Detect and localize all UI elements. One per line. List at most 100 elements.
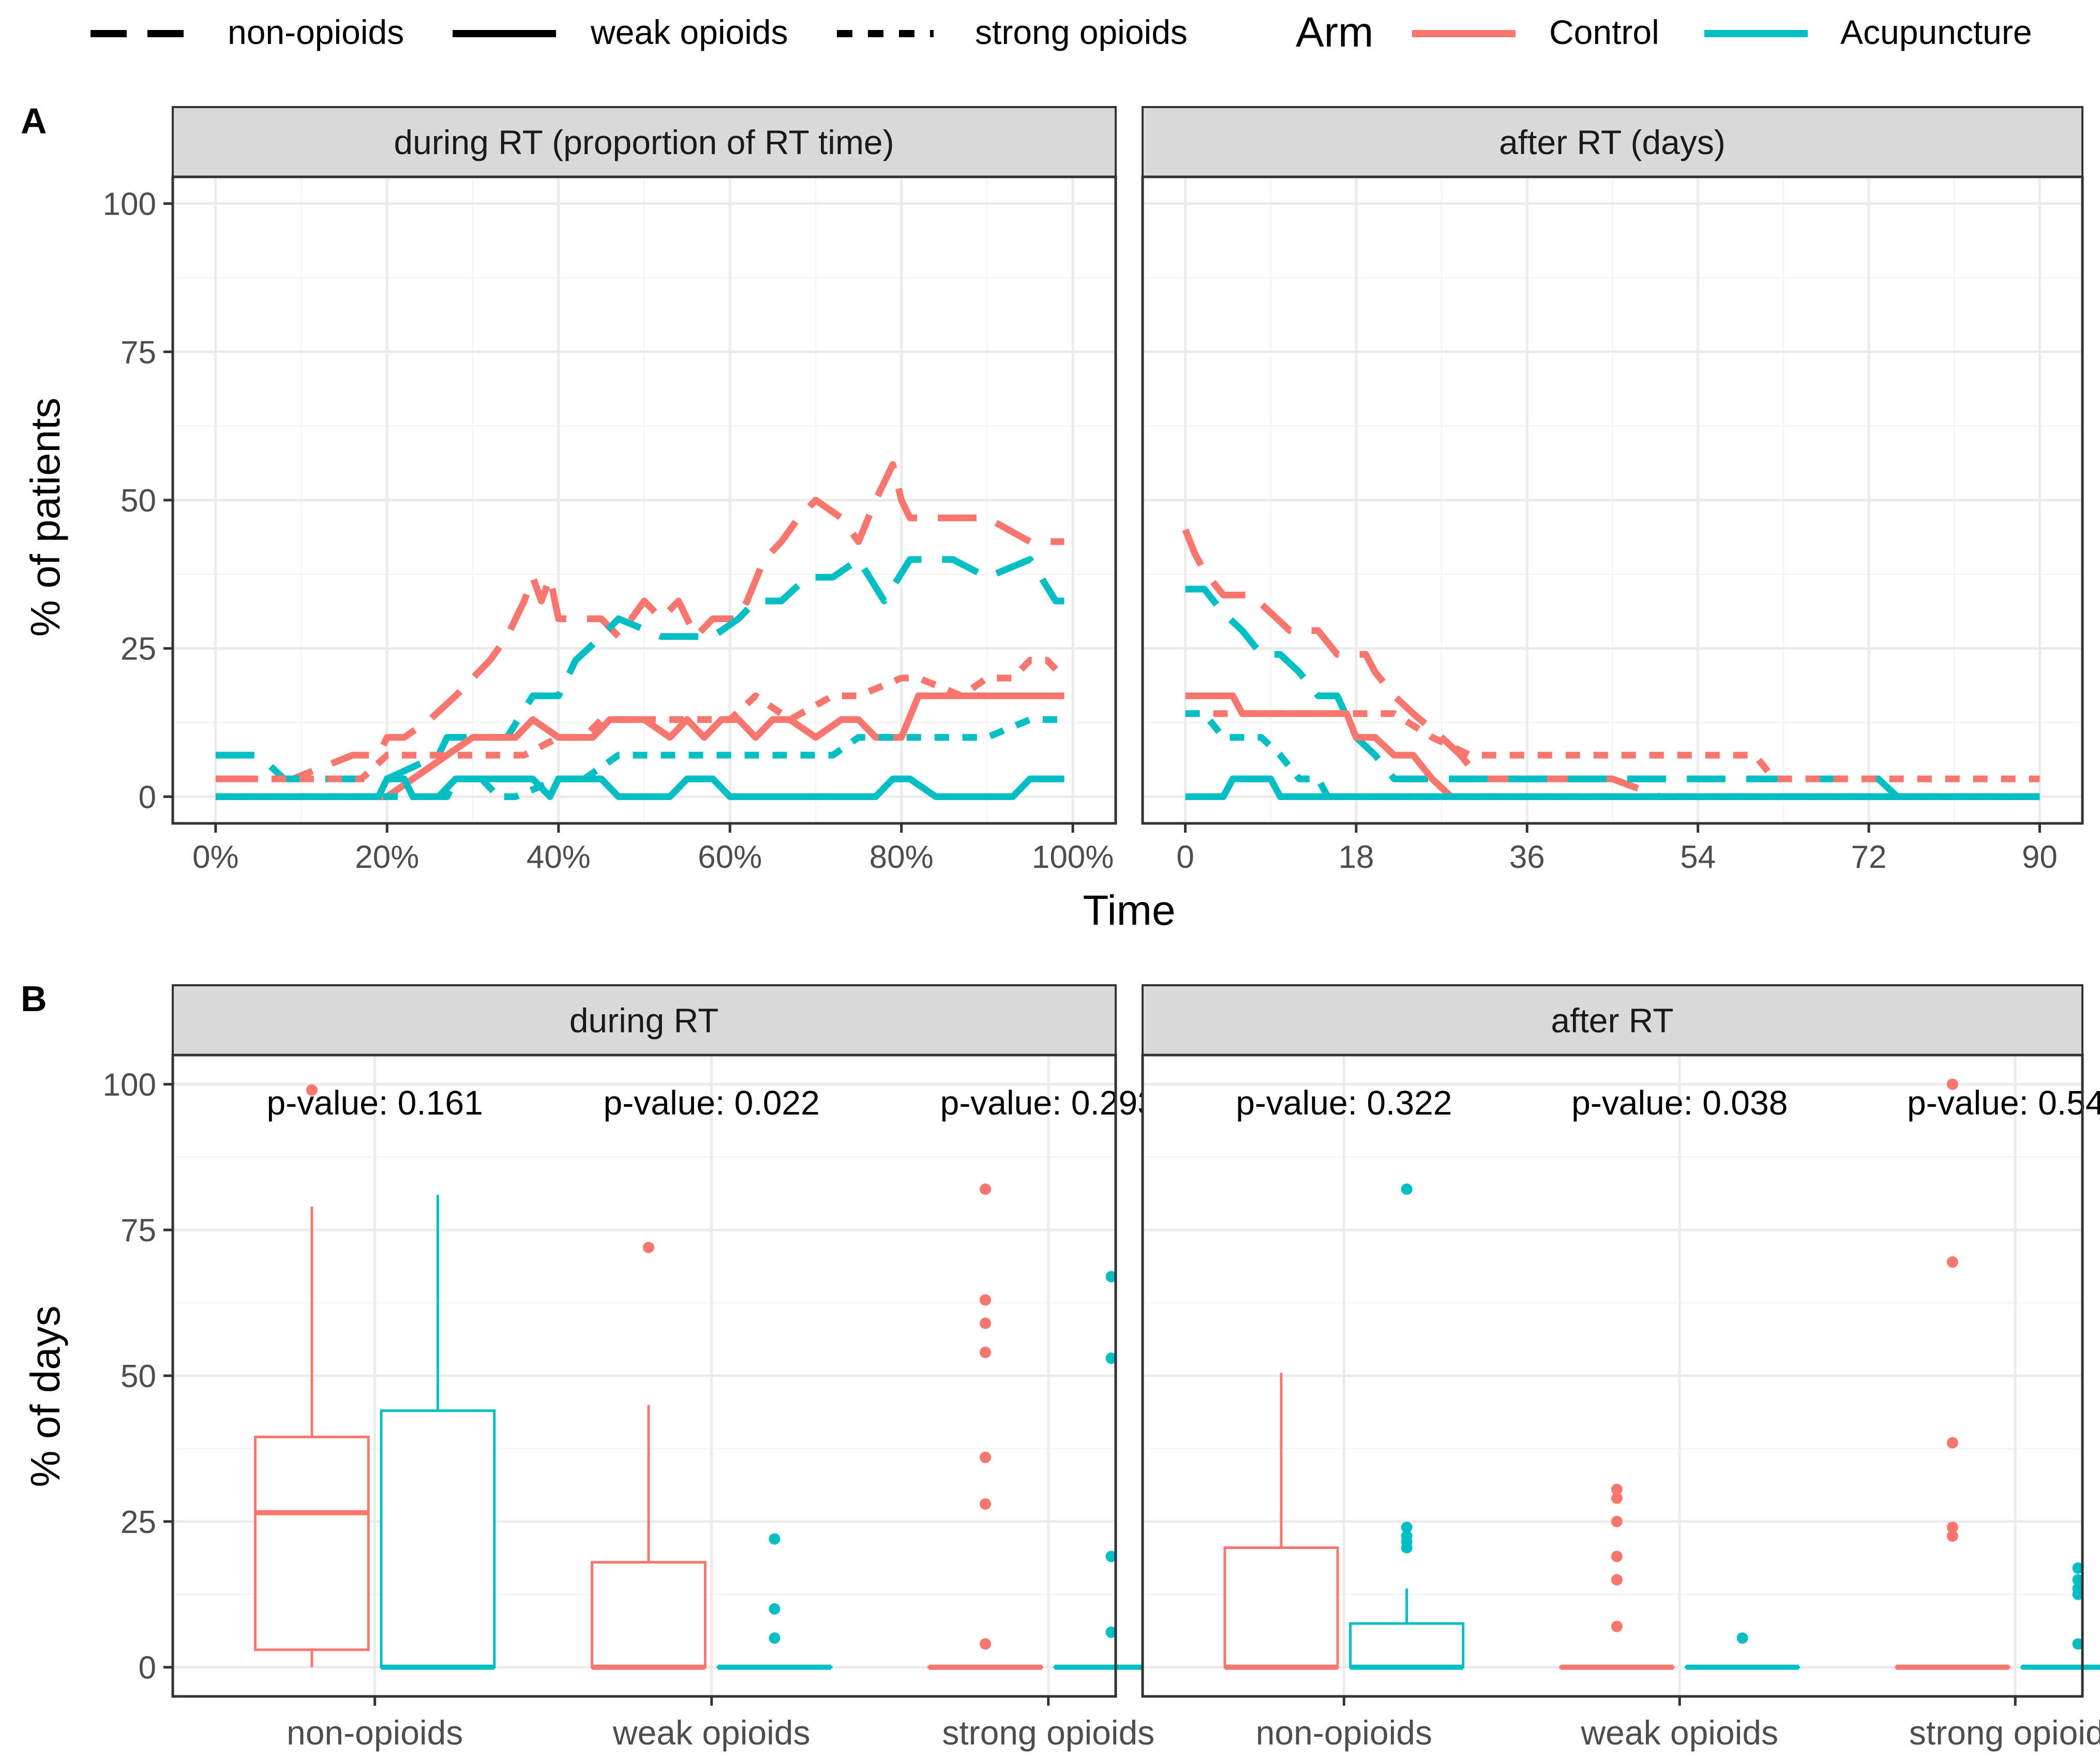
x-tick-label: 60% [698, 839, 762, 875]
outlier-point [1401, 1183, 1413, 1195]
outlier-point [2072, 1562, 2084, 1574]
x-tick-label: 0% [192, 839, 239, 875]
outlier-point [1105, 1352, 1117, 1364]
box-weak-opioids-control [591, 1242, 707, 1670]
series-line-control-strong-opioids [1185, 710, 2040, 783]
outlier-point [1611, 1551, 1623, 1562]
p-values-b-after: p-value: 0.322 p-value: 0.038 p-value: 0.5… [1236, 1084, 2100, 1122]
p-value-non-opioids: p-value: 0.322 [1236, 1084, 1452, 1122]
outlier-point [2072, 1574, 2084, 1586]
box-non-opioids-acupuncture [1349, 1183, 1465, 1670]
box-iqr [380, 1409, 496, 1669]
strip-title-a-after: after RT (days) [1499, 123, 1726, 161]
x-tick-label: 72 [1851, 839, 1887, 875]
series-a-after [1182, 528, 2040, 800]
outlier-point [1105, 1551, 1117, 1562]
legend-label-control: Control [1549, 13, 1659, 51]
outlier-point [980, 1317, 992, 1329]
series-line-acupuncture-strong-opioids [1185, 710, 2040, 800]
x-axis-a-during: 0% 20% 40% 60% 80% 100% [192, 823, 1114, 875]
outlier-point [2072, 1638, 2084, 1650]
p-value-strong-opioids: p-value: 0.293 [940, 1084, 1157, 1122]
outlier-point [769, 1533, 781, 1545]
box-weak-opioids-acupuncture [716, 1533, 833, 1670]
outlier-point [1736, 1632, 1748, 1644]
outlier-point [1611, 1574, 1623, 1586]
outlier-point [2072, 1583, 2084, 1594]
box-non-opioids-acupuncture [380, 1195, 496, 1670]
panel-border-b-after [1141, 1054, 2084, 1698]
outlier-point [1105, 1271, 1117, 1283]
legend: non-opioids weak opioids strong opioids … [91, 9, 2032, 56]
outlier-point [1946, 1530, 1958, 1542]
box-iqr [591, 1561, 707, 1669]
p-value-weak-opioids: p-value: 0.022 [604, 1084, 820, 1122]
series-line-acupuncture-non-opioids [215, 556, 1064, 783]
box-iqr [254, 1435, 370, 1651]
legend-label-weak-opioids: weak opioids [590, 13, 788, 51]
facet-a-during: during RT (proportion of RT time) 0 25 50 7… [103, 106, 1117, 875]
legend-item-control: Control [1412, 13, 1659, 51]
p-value-weak-opioids: p-value: 0.038 [1571, 1084, 1788, 1122]
series-line-acupuncture-weak-opioids [1185, 775, 2040, 800]
legend-item-non-opioids: non-opioids [91, 13, 404, 51]
y-tick-label: 25 [121, 631, 156, 667]
legend-label-strong-opioids: strong opioids [975, 13, 1188, 51]
boxes-b-during [254, 1084, 1169, 1670]
x-tick-label: 18 [1338, 839, 1374, 875]
panel-a: A % of patients Time during RT (proporti… [21, 101, 2084, 934]
outlier-point [1946, 1078, 1958, 1090]
gridlines-a-after [1143, 177, 2082, 823]
facet-a-after: after RT (days) 0 18 36 54 72 90 [1141, 106, 2084, 875]
legend-item-weak-opioids: weak opioids [453, 13, 788, 51]
legend-item-acupuncture: Acupuncture [1704, 13, 2032, 51]
strip-b-during [172, 984, 1117, 1056]
panel-a-ylabel: % of patients [22, 398, 68, 637]
y-axis-a: 0 25 50 75 100 [103, 187, 173, 815]
y-tick-label: 0 [139, 779, 156, 815]
outlier-point [769, 1603, 781, 1615]
x-tick-label: non-opioids [287, 1713, 463, 1752]
y-tick-label: 75 [121, 1213, 156, 1248]
box-strong-opioids-control [927, 1183, 1043, 1670]
x-tick-label: weak opioids [1581, 1713, 1779, 1752]
box-non-opioids-control [1223, 1373, 1339, 1670]
outlier-point [1611, 1492, 1623, 1504]
p-value-strong-opioids: p-value: 0.545 [1907, 1084, 2100, 1122]
outlier-point [980, 1451, 992, 1463]
box-strong-opioids-acupuncture [2020, 1562, 2100, 1670]
p-values-b-during: p-value: 0.161 p-value: 0.022 p-value: 0.2… [266, 1084, 1156, 1122]
box-weak-opioids-control [1559, 1483, 1675, 1670]
y-tick-label: 0 [139, 1650, 156, 1686]
outlier-point [1611, 1620, 1623, 1632]
strip-title-a-during: during RT (proportion of RT time) [394, 123, 894, 161]
x-tick-label: strong opioids [942, 1713, 1154, 1752]
facet-b-during: during RT p-value: 0.161 p-value: 0.022 p-… [103, 984, 1169, 1752]
strip-b-after [1142, 984, 2083, 1056]
series-line-control-non-opioids [215, 461, 1064, 783]
series-a-during [215, 461, 1067, 800]
strip-title-b-during: during RT [569, 1001, 719, 1040]
panel-b-label: B [21, 979, 47, 1019]
outlier-point [769, 1632, 781, 1644]
x-tick-label: 80% [869, 839, 934, 875]
box-weak-opioids-acupuncture [1685, 1632, 1801, 1670]
x-tick-label: strong opioids [1909, 1713, 2100, 1752]
outlier-point [1611, 1515, 1623, 1527]
x-tick-label: 40% [527, 839, 591, 875]
facet-b-after: after RT p-value: 0.322 p-value: 0.038 p-v… [1141, 984, 2100, 1752]
outlier-point [1401, 1530, 1413, 1542]
y-tick-label: 100 [103, 1067, 156, 1103]
y-tick-label: 50 [121, 1359, 156, 1394]
outlier-point [642, 1242, 654, 1253]
outlier-point [1946, 1437, 1958, 1449]
series-line-acupuncture-weak-opioids [215, 775, 1064, 800]
outlier-point [980, 1498, 992, 1510]
series-line-control-strong-opioids [215, 657, 1067, 783]
outlier-point [980, 1346, 992, 1358]
legend-label-acupuncture: Acupuncture [1840, 13, 2032, 51]
y-tick-label: 50 [121, 483, 156, 519]
x-tick-label: 90 [2022, 839, 2058, 875]
x-tick-label: 0 [1176, 839, 1194, 875]
outlier-point [980, 1294, 992, 1306]
